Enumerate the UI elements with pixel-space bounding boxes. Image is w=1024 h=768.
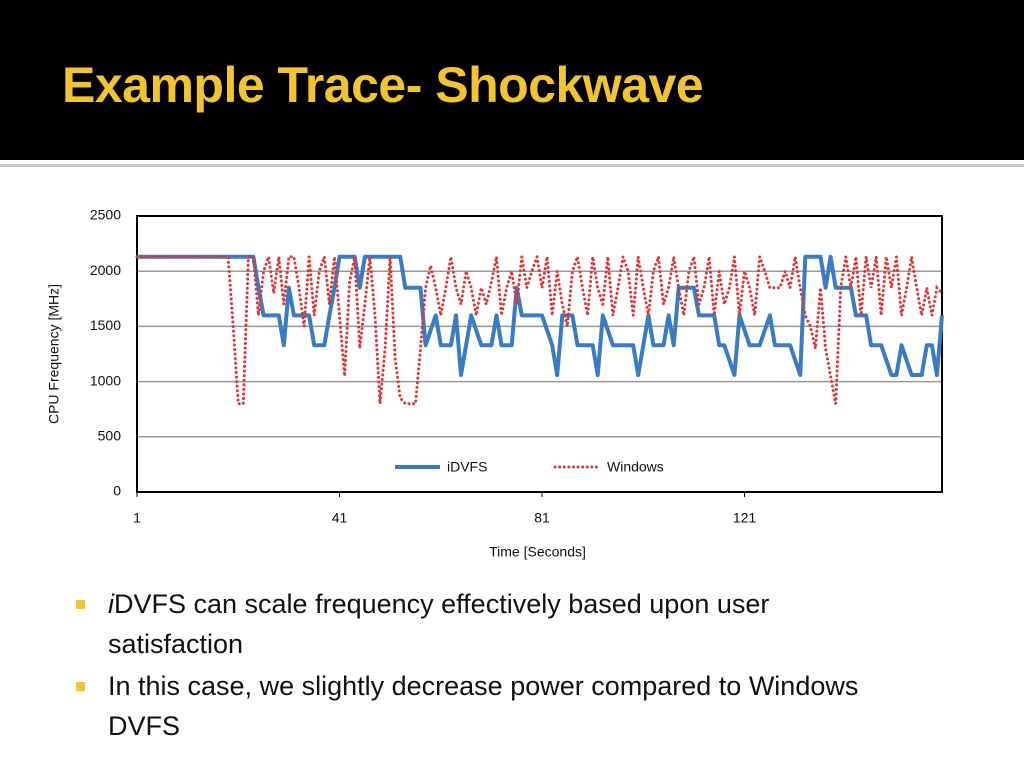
x-tick-label: 1: [133, 510, 141, 526]
legend-label: iDVFS: [447, 459, 487, 475]
y-tick-label: 1500: [90, 317, 121, 333]
bullet-text: DVFS can scale frequency effectively bas…: [108, 589, 770, 659]
bullet: iDVFS can scale frequency effectively ba…: [76, 584, 876, 664]
x-axis-label: Time [Seconds]: [489, 544, 586, 560]
legend-label: Windows: [607, 459, 664, 475]
y-axis-label: CPU Frequency [MHz]: [46, 284, 62, 424]
x-tick-label: 41: [332, 510, 348, 526]
bullet-text: In this case, we slightly decrease power…: [108, 671, 859, 741]
y-tick-label: 1000: [90, 372, 121, 388]
divider: [0, 164, 1024, 167]
bullet-italic: i: [108, 589, 114, 619]
x-tick-label: 81: [534, 510, 550, 526]
bullet: In this case, we slightly decrease power…: [76, 666, 876, 746]
y-tick-label: 2500: [90, 207, 121, 223]
header: Example Trace- Shockwave: [0, 0, 1024, 160]
x-tick-label: 121: [733, 510, 757, 526]
plot-frame: [136, 215, 943, 493]
y-tick-label: 0: [113, 483, 121, 499]
bullet-list: iDVFS can scale frequency effectively ba…: [76, 584, 876, 748]
title: Example Trace- Shockwave: [62, 57, 704, 113]
series-line: [135, 255, 944, 406]
y-tick-label: 2000: [90, 262, 121, 278]
chart: 0 500 1000 1500 2000 2500 1 41 81 121 Time [Second…: [46, 207, 944, 560]
y-tick-label: 500: [98, 428, 122, 444]
